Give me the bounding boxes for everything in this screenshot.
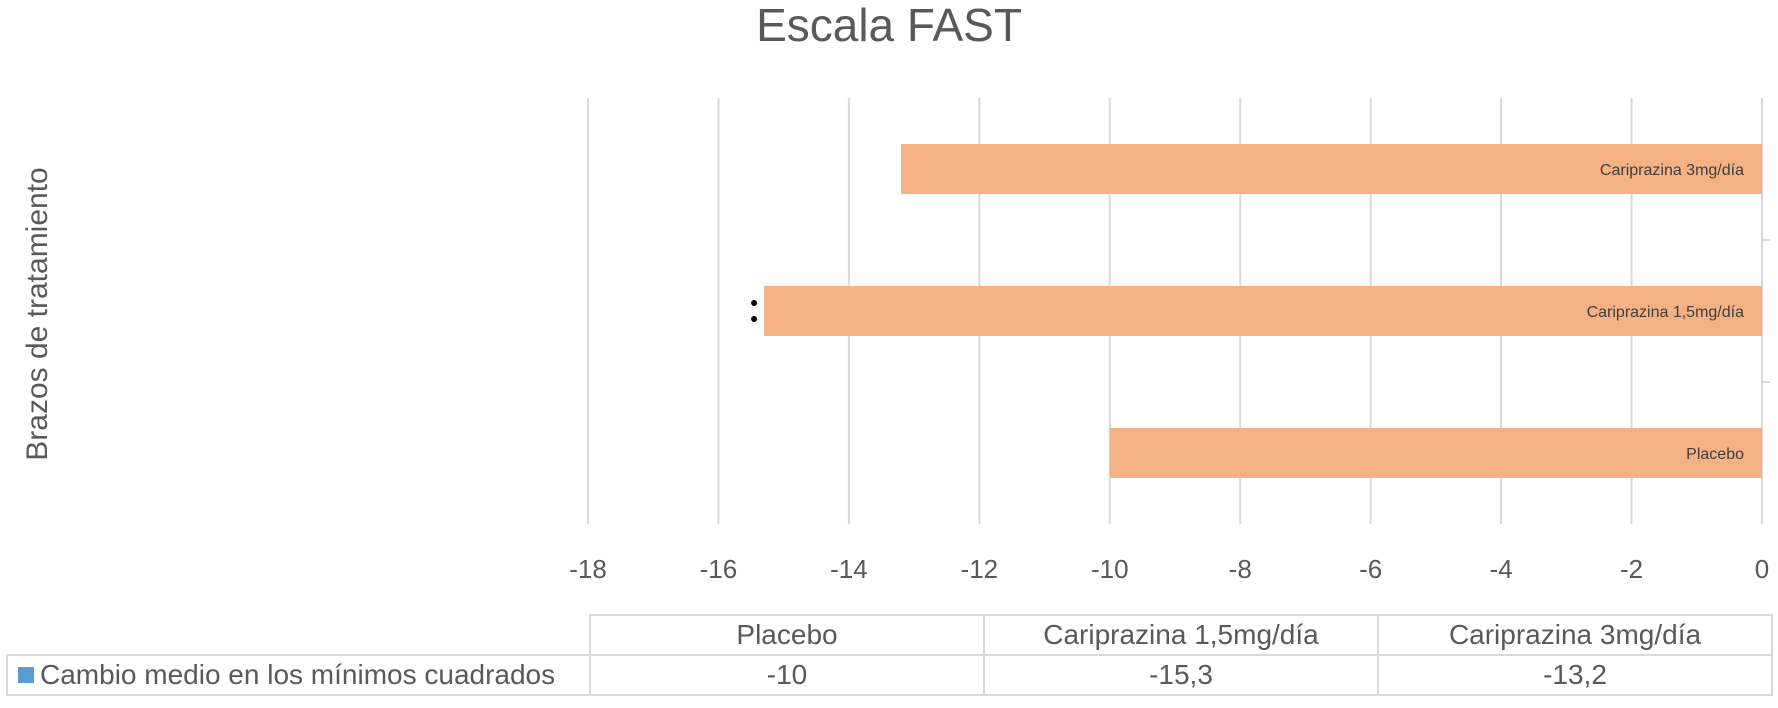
data-table-header: Placebo <box>589 614 985 656</box>
bar <box>764 286 1762 336</box>
significance-marker-dot <box>751 300 758 306</box>
bar <box>901 144 1762 194</box>
x-tick-label: -6 <box>1359 554 1382 584</box>
x-tick-label: -10 <box>1091 554 1129 584</box>
data-table-header: Cariprazina 1,5mg/día <box>983 614 1379 656</box>
data-table-value: -13,2 <box>1377 654 1773 696</box>
data-table-header: Cariprazina 3mg/día <box>1377 614 1773 656</box>
data-table-value: -15,3 <box>983 654 1379 696</box>
data-table-series-cell: Cambio medio en los mínimos cuadrados <box>6 654 591 696</box>
chart-title: Escala FAST <box>756 0 1022 51</box>
series-name: Cambio medio en los mínimos cuadrados <box>40 659 556 690</box>
significance-marker-dot <box>751 316 758 322</box>
x-tick-label: -16 <box>700 554 738 584</box>
x-tick-label: -12 <box>961 554 999 584</box>
x-axis-ticks: -18 -16 -14 -12 -10 -8 -6 -4 -2 0 <box>569 554 1769 584</box>
x-tick-label: 0 <box>1755 554 1769 584</box>
bar-category-label: Cariprazina 1,5mg/día <box>1587 304 1745 321</box>
data-table-value: -10 <box>589 654 985 696</box>
bar-category-label: Placebo <box>1686 446 1744 463</box>
data-table: Placebo Cariprazina 1,5mg/día Cariprazin… <box>6 614 1773 696</box>
x-tick-label: -14 <box>830 554 868 584</box>
bars: Placebo Cariprazina 1,5mg/día Cariprazina … <box>751 144 1762 478</box>
legend-swatch <box>18 666 34 683</box>
data-table-corner <box>7 615 591 656</box>
x-tick-label: -4 <box>1490 554 1513 584</box>
data-table-header-row: Placebo Cariprazina 1,5mg/día Cariprazin… <box>7 614 1773 656</box>
bar-category-label: Cariprazina 3mg/día <box>1600 162 1744 179</box>
x-tick-label: -18 <box>569 554 607 584</box>
data-table-row: Cambio medio en los mínimos cuadrados -1… <box>6 654 1773 696</box>
bar <box>1109 428 1762 478</box>
x-tick-label: -2 <box>1620 554 1643 584</box>
x-tick-label: -8 <box>1229 554 1252 584</box>
